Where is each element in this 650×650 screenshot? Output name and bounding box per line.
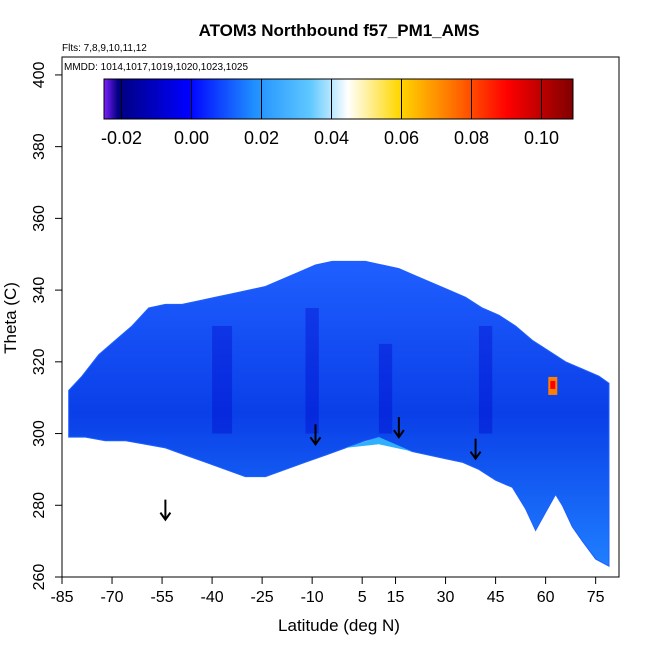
colorbar-tick-label-6: 0.10 <box>524 128 559 148</box>
arrow-marker-2 <box>393 417 405 439</box>
arrows-layer <box>159 417 482 522</box>
arrow-marker-0 <box>159 499 172 522</box>
field-band-1 <box>305 308 319 434</box>
colorbar-tick-label-4: 0.06 <box>384 128 419 148</box>
x-tick-label-0: -85 <box>50 589 73 606</box>
x-tick-label-8: 30 <box>437 589 455 606</box>
y-tick-label-4: 340 <box>31 277 48 304</box>
y-axis-label: Theta (C) <box>1 282 20 354</box>
colorbar-tick-label-3: 0.04 <box>314 128 349 148</box>
colorbar: -0.02 0.00 0.02 0.04 0.06 0.08 0.10 <box>101 78 574 148</box>
colorbar-tick-label-2: 0.02 <box>244 128 279 148</box>
y-tick-label-2: 300 <box>31 420 48 447</box>
y-tick-label-0: 260 <box>31 564 48 591</box>
field-band-3 <box>478 325 493 434</box>
arrow-marker-1 <box>309 424 322 447</box>
y-tick-label-6: 380 <box>31 133 48 160</box>
plot-frame <box>61 56 620 578</box>
y-axis: 260 280 300 320 340 360 380 400 <box>31 61 62 590</box>
colorbar-ramp <box>103 78 574 120</box>
x-tick-label-4: -25 <box>251 589 274 606</box>
colorbar-tick-label-0: -0.02 <box>101 128 142 148</box>
field-area <box>68 260 610 568</box>
x-axis: -85 -70 -55 -40 -25 -10 5 15 30 45 60 75 <box>50 577 605 606</box>
x-tick-label-1: -70 <box>100 589 123 606</box>
arrow-marker-3 <box>469 438 482 461</box>
dates-annotation: MMDD: 1014,1017,1019,1020,1023,1025 <box>64 62 248 73</box>
x-tick-label-6: 5 <box>358 589 367 606</box>
y-tick-label-1: 280 <box>31 492 48 519</box>
flights-annotation: Flts: 7,8,9,10,11,12 <box>62 43 147 54</box>
x-tick-label-3: -40 <box>201 589 224 606</box>
field-band-2 <box>378 343 393 434</box>
y-tick-label-5: 360 <box>31 205 48 232</box>
field-band-0 <box>212 325 233 434</box>
x-tick-label-2: -55 <box>150 589 173 606</box>
colorbar-ticks: -0.02 0.00 0.02 0.04 0.06 0.08 0.10 <box>101 79 559 148</box>
field-layer <box>68 260 610 568</box>
colorbar-tick-label-1: 0.00 <box>174 128 209 148</box>
max-value-core <box>550 380 556 389</box>
y-tick-label-3: 320 <box>31 348 48 375</box>
x-tick-label-11: 75 <box>587 589 605 606</box>
x-tick-label-7: 15 <box>387 589 405 606</box>
x-tick-label-5: -10 <box>301 589 324 606</box>
field-lower-edge <box>345 437 413 452</box>
x-axis-label: Latitude (deg N) <box>278 616 400 635</box>
chart-title: ATOM3 Northbound f57_PM1_AMS <box>199 21 480 40</box>
colorbar-tick-label-5: 0.08 <box>454 128 489 148</box>
x-tick-label-9: 45 <box>487 589 505 606</box>
x-tick-label-10: 60 <box>537 589 555 606</box>
y-tick-label-7: 400 <box>31 61 48 88</box>
